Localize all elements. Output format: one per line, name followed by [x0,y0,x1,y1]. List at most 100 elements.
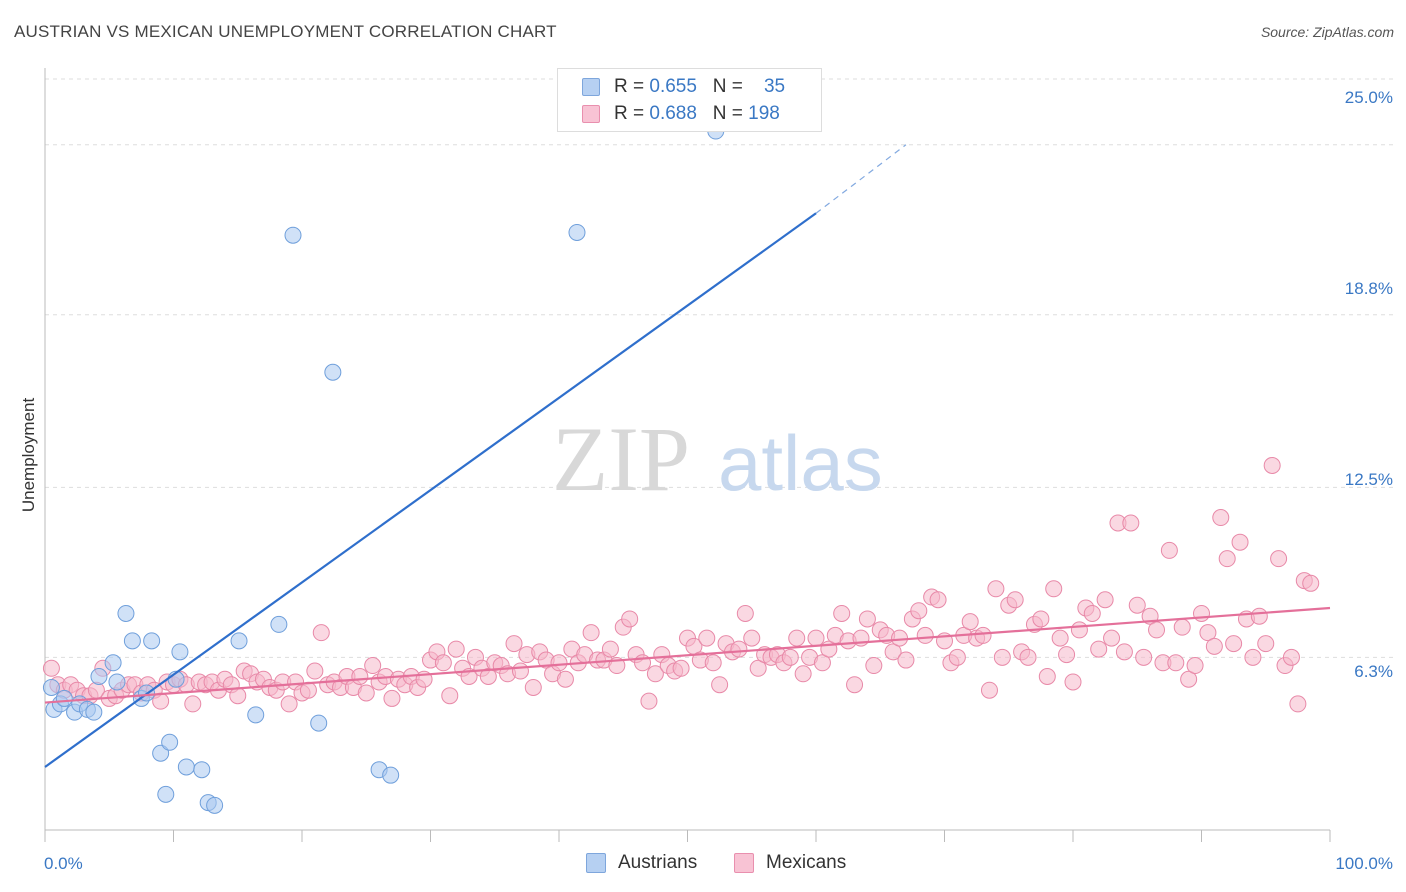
mexican-point [383,689,401,707]
mexican-point [357,684,375,702]
mexican-point [698,629,716,647]
chart-title: AUSTRIAN VS MEXICAN UNEMPLOYMENT CORRELA… [14,22,557,41]
y-tick-label-12-5: 12.5% [1345,470,1393,489]
austrian-point [42,678,60,696]
mexican-point [1160,541,1178,559]
n-label: N = [712,76,749,97]
mexican-point [910,602,928,620]
austrians-trend-line [44,212,817,768]
mexican-point [813,654,831,672]
mexican-point [1173,618,1191,636]
trend-layer [44,144,1331,768]
mexican-point [1218,550,1236,568]
mexican-point [1193,604,1210,622]
austrian-point [104,654,122,672]
austrian-point [143,632,161,650]
austrian-point [324,363,342,381]
mexican-point [1250,607,1268,625]
y-tick-label-25: 25.0% [1345,88,1393,107]
mexican-point [897,651,915,669]
mexican-point [312,624,330,642]
x-tick-label-max: 100.0% [1335,854,1393,873]
mexican-point [1038,668,1056,686]
n-value-mexicans: 198 [748,103,780,124]
austrian-point [230,632,248,650]
mexican-point [929,591,947,609]
mexican-point [1167,654,1185,672]
austrian-point [177,758,195,776]
mexican-point [987,580,1005,598]
mexican-point [152,692,170,710]
mexican-point [1090,640,1108,658]
mexican-point [1186,657,1204,675]
austrian-point [55,689,73,707]
mexican-point [511,662,529,680]
mexican-point [1205,637,1223,655]
mexican-point [1282,648,1300,666]
mexican-point [280,695,298,713]
austrian-point [157,785,175,803]
mexican-point [1270,550,1288,568]
mexicans-trend-line [44,606,1331,704]
legend-stats-mexicans: R = 0.688 N = 198 [614,103,780,125]
mexican-point [621,610,639,628]
mexican-point [1019,648,1037,666]
mexican-point [601,640,619,658]
mexican-point [1032,610,1050,628]
mexican-point [1128,596,1146,614]
mexican-point [1070,621,1088,639]
austrian-point [382,766,400,784]
mexican-point [479,668,497,686]
mexican-point [730,640,748,658]
mexican-point [42,659,60,677]
austrian-point [247,706,265,724]
mexican-point [524,678,542,696]
mexican-point [736,604,754,622]
mexican-point [1263,456,1281,474]
r-label: R = [614,76,650,97]
mexican-point [1058,646,1076,664]
legend-label-austrians: Austrians [618,852,698,873]
mexican-point [743,629,761,647]
mexican-point [974,626,992,644]
watermark-zip: ZIP [552,408,690,510]
mexican-point [550,654,568,672]
mexican-point [749,659,767,677]
mexican-point [788,629,806,647]
mexican-point [434,654,452,672]
mexican-point [505,635,523,653]
mexican-point [948,648,966,666]
mexican-point [1180,670,1198,688]
mexican-point [184,695,202,713]
mexican-point [807,629,825,647]
mexican-point [833,604,851,622]
mexican-point [993,648,1011,666]
mexican-point [441,687,459,705]
legend-swatch-austrians [582,78,600,96]
y-tick-label-18-8: 18.8% [1345,279,1393,298]
mexican-point [1244,648,1262,666]
austrian-point [123,632,141,650]
watermark-atlas: atlas [718,419,883,507]
mexican-point [1231,533,1249,551]
mexican-point [306,662,324,680]
legend-swatch-mexicans [582,105,600,123]
mexican-point [961,613,979,631]
mexican-point [794,665,812,683]
mexican-point [865,657,883,675]
mexican-point [916,626,934,644]
mexican-point [1148,621,1166,639]
mexican-point [1115,643,1133,661]
correlation-legend: R = 0.655 N = 35 R = 0.688 N = 198 [557,68,822,132]
austrian-point [171,643,189,661]
legend-swatch-mexicans [734,853,754,873]
mexican-point [1302,574,1320,592]
x-tick-label-min: 0.0% [44,854,83,873]
austrian-point [161,733,179,751]
mexican-point [672,659,690,677]
n-value-austrians: 35 [763,76,786,97]
r-value-austrians: 0.655 [649,76,697,97]
mexican-point [1096,591,1114,609]
mexican-point [1122,514,1140,532]
legend-stats-austrians: R = 0.655 N = 35 [614,76,785,98]
